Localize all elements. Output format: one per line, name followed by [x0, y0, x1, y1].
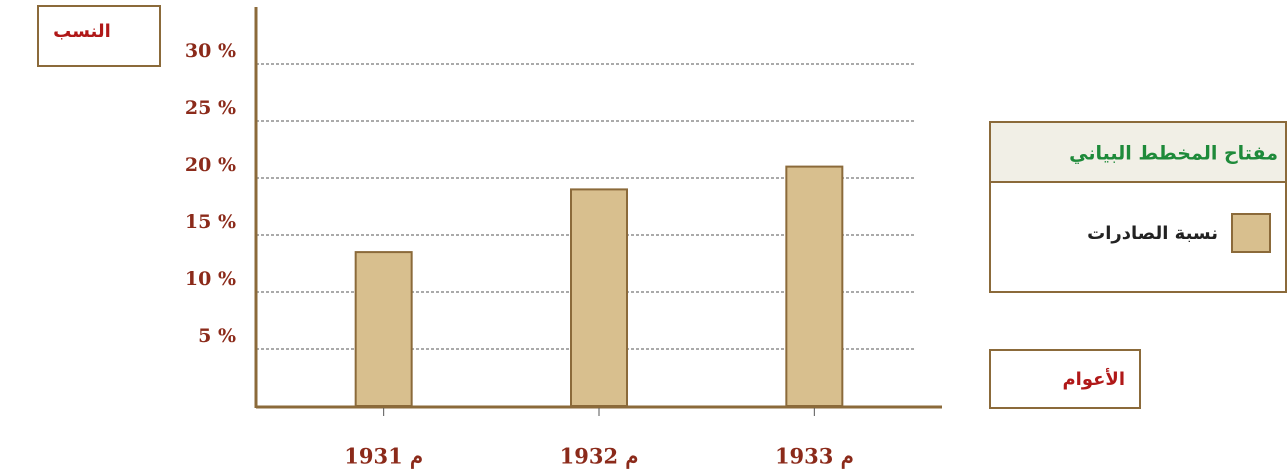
- y-tick-label: 15 %: [185, 211, 236, 233]
- bar: [786, 167, 842, 406]
- y-tick-label: 30 %: [185, 40, 236, 62]
- y-tick-label: 5 %: [198, 325, 236, 347]
- legend-title: مفتاح المخطط البياني: [1069, 143, 1278, 165]
- chart: النسب مفتاح المخطط البياني الأعوام 5 % 10…: [0, 0, 1288, 473]
- bar: [571, 189, 627, 406]
- y-tick-label: 25 %: [185, 97, 236, 119]
- bar: [356, 252, 412, 406]
- y-axis-label: النسب: [53, 21, 111, 42]
- x-axis-label: الأعوام: [1062, 368, 1125, 390]
- legend-label: نسبة الصادرات: [1087, 223, 1218, 244]
- x-tick-label: 1931 م: [344, 444, 423, 470]
- y-tick-label: 20 %: [185, 154, 236, 176]
- x-tick-label: 1933 م: [775, 444, 854, 470]
- x-tick-label: 1932 م: [560, 444, 639, 470]
- legend-swatch: [1232, 214, 1270, 252]
- y-tick-label: 10 %: [185, 268, 236, 290]
